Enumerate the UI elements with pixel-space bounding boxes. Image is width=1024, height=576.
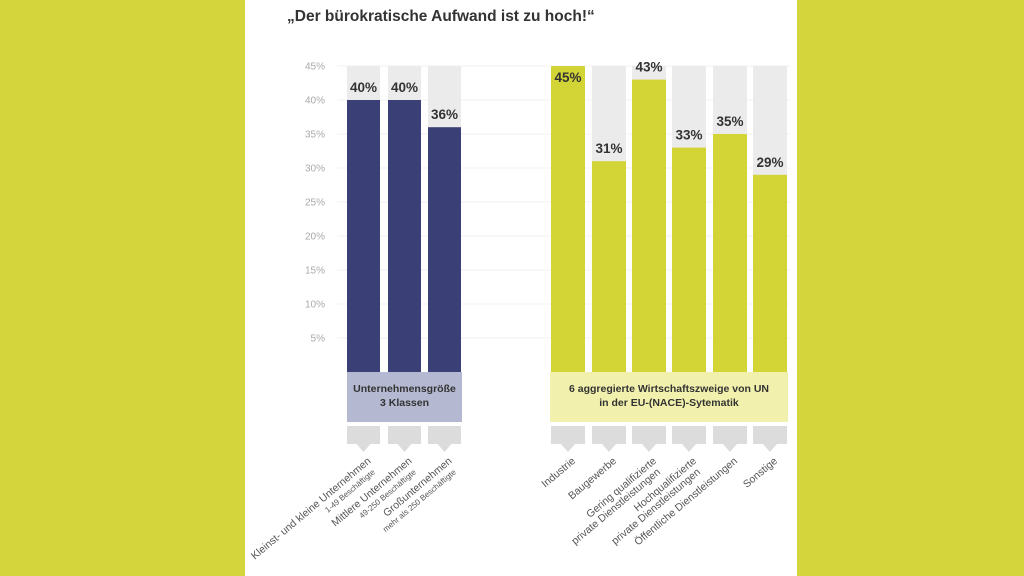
group-label: in der EU-(NACE)-Sytematik — [599, 397, 739, 409]
bar — [428, 127, 461, 372]
data-label: 31% — [595, 141, 622, 156]
category-pointer — [592, 426, 626, 452]
chart-panel: „Der bürokratische Aufwand ist zu hoch!“… — [245, 0, 797, 576]
category-pointer — [347, 426, 380, 452]
category-pointer — [388, 426, 421, 452]
y-tick-label: 15% — [305, 266, 325, 277]
category-pointer — [551, 426, 585, 452]
bar — [632, 79, 666, 372]
bar — [388, 100, 421, 372]
category-label: Industrie — [539, 455, 578, 490]
category-label-line1: Industrie — [539, 455, 578, 490]
y-tick-label: 35% — [305, 130, 325, 141]
y-tick-label: 10% — [305, 300, 325, 311]
data-label: 36% — [431, 107, 458, 122]
bar — [713, 134, 747, 372]
bar — [592, 161, 626, 372]
bar — [551, 66, 585, 372]
category-label-line1: Sonstige — [741, 455, 780, 491]
category-pointer — [428, 426, 461, 452]
bar — [672, 147, 706, 372]
category-label: Sonstige — [741, 455, 780, 491]
y-tick-label: 45% — [305, 62, 325, 73]
bar-chart: 5%10%15%20%25%30%35%40%45%40%Kleinst- un… — [249, 60, 790, 562]
group-label: 6 aggregierte Wirtschaftszweige von UN — [569, 383, 769, 395]
y-tick-label: 40% — [305, 96, 325, 107]
category-pointer — [713, 426, 747, 452]
y-tick-label: 25% — [305, 198, 325, 209]
category-pointer — [753, 426, 787, 452]
group-label: Unternehmensgröße — [353, 383, 456, 395]
data-label: 45% — [554, 70, 581, 85]
bar — [347, 100, 380, 372]
data-label: 33% — [675, 128, 702, 143]
data-label: 43% — [635, 60, 662, 75]
chart-title: „Der bürokratische Aufwand ist zu hoch!“ — [287, 8, 595, 25]
group-box — [347, 372, 462, 422]
data-label: 40% — [391, 80, 418, 95]
group-label: 3 Klassen — [380, 397, 429, 409]
category-pointer — [672, 426, 706, 452]
y-tick-label: 20% — [305, 232, 325, 243]
group-box — [550, 372, 788, 422]
data-label: 29% — [756, 155, 783, 170]
data-label: 35% — [716, 114, 743, 129]
y-tick-label: 5% — [311, 334, 326, 345]
y-tick-label: 30% — [305, 164, 325, 175]
category-pointer — [632, 426, 666, 452]
data-label: 40% — [350, 80, 377, 95]
bar — [753, 174, 787, 372]
